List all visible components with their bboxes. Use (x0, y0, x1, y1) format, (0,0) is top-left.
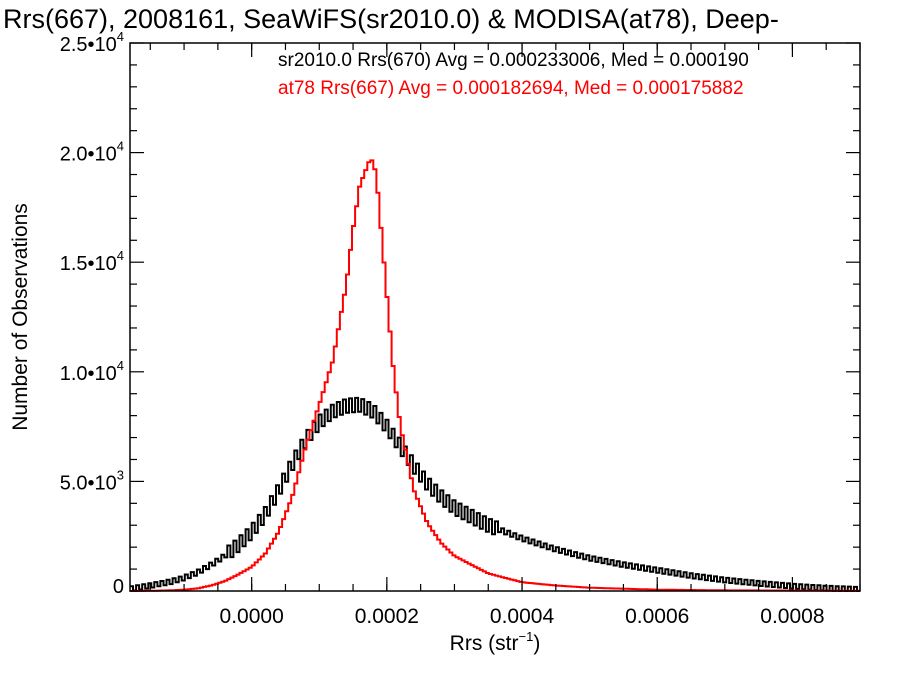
y-tick-label: 1.5•104 (60, 248, 124, 275)
series-layer (130, 159, 860, 592)
x-tick-label: 0.0004 (490, 605, 555, 628)
x-axis-label: Rrs (str−1) (450, 629, 541, 655)
x-tick-label: 0.0006 (625, 605, 689, 628)
chart-title: Rrs(667), 2008161, SeaWiFS(sr2010.0) & M… (3, 4, 779, 34)
legend-line-red: at78 Rrs(667) Avg = 0.000182694, Med = 0… (278, 78, 744, 99)
x-axis-label-close: ) (533, 632, 540, 655)
y-tick-label: 2.0•104 (60, 139, 124, 166)
legend-line-black: sr2010.0 Rrs(670) Avg = 0.000233006, Med… (278, 50, 749, 71)
y-tick-label: 1.0•104 (60, 358, 124, 385)
plot-frame (129, 42, 861, 592)
x-axis-label-main: Rrs (str (450, 632, 519, 655)
x-tick-label: 0.0002 (355, 605, 419, 628)
x-tick-label: 0.0000 (220, 605, 284, 628)
x-tick-label: 0.0008 (760, 605, 824, 628)
y-tick-label: 0 (113, 576, 124, 598)
series-line-red (130, 159, 860, 592)
y-tick-label: 2.5•104 (60, 29, 124, 56)
series-line-black (130, 396, 860, 592)
x-axis-label-sup: −1 (519, 629, 534, 644)
y-axis-label: Number of Observations (9, 203, 32, 431)
y-tick-label: 5.0•103 (60, 467, 124, 494)
ticks-layer: 0.0000 0.0002 0.0004 0.0006 0.0008 0 5.0•103 1.… (60, 29, 861, 628)
